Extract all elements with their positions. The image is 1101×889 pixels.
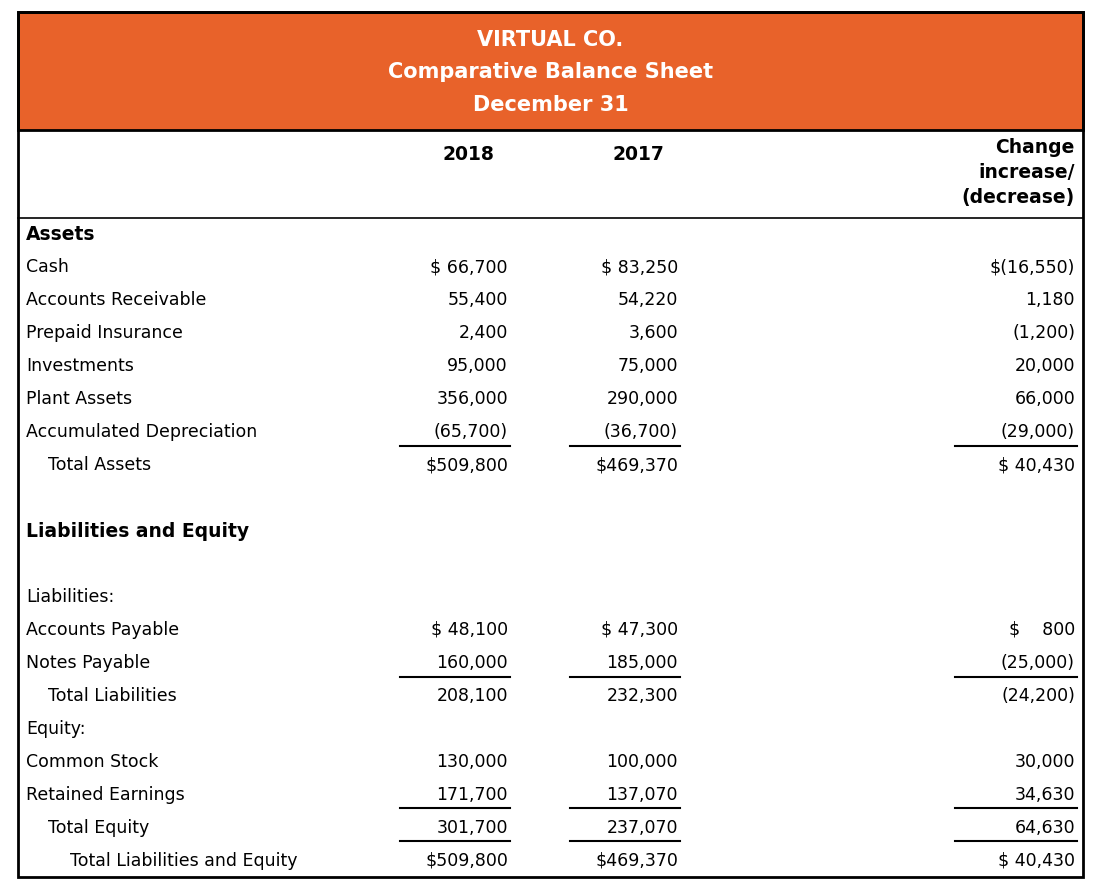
Text: $ 48,100: $ 48,100 bbox=[430, 621, 508, 639]
Text: Total Liabilities: Total Liabilities bbox=[48, 687, 177, 705]
Text: 1,180: 1,180 bbox=[1025, 292, 1075, 309]
Text: 232,300: 232,300 bbox=[607, 687, 678, 705]
Text: $509,800: $509,800 bbox=[425, 852, 508, 869]
Text: Assets: Assets bbox=[26, 225, 96, 244]
Text: $509,800: $509,800 bbox=[425, 456, 508, 474]
Text: (24,200): (24,200) bbox=[1001, 687, 1075, 705]
Text: Cash: Cash bbox=[26, 259, 69, 276]
Text: Plant Assets: Plant Assets bbox=[26, 390, 132, 408]
Text: $ 40,430: $ 40,430 bbox=[998, 852, 1075, 869]
Text: Comparative Balance Sheet: Comparative Balance Sheet bbox=[388, 62, 713, 82]
Text: 290,000: 290,000 bbox=[607, 390, 678, 408]
Text: $    800: $ 800 bbox=[1009, 621, 1075, 639]
Text: 2,400: 2,400 bbox=[459, 324, 508, 342]
Text: $ 40,430: $ 40,430 bbox=[998, 456, 1075, 474]
Text: 185,000: 185,000 bbox=[607, 653, 678, 672]
Text: 160,000: 160,000 bbox=[436, 653, 508, 672]
Text: 54,220: 54,220 bbox=[618, 292, 678, 309]
Text: Total Equity: Total Equity bbox=[48, 819, 150, 837]
Text: (25,000): (25,000) bbox=[1001, 653, 1075, 672]
Text: $ 47,300: $ 47,300 bbox=[601, 621, 678, 639]
Text: 20,000: 20,000 bbox=[1014, 357, 1075, 375]
Text: 301,700: 301,700 bbox=[436, 819, 508, 837]
Text: $469,370: $469,370 bbox=[596, 456, 678, 474]
Text: Accounts Payable: Accounts Payable bbox=[26, 621, 179, 639]
Text: $ 66,700: $ 66,700 bbox=[430, 259, 508, 276]
Text: 237,070: 237,070 bbox=[607, 819, 678, 837]
Text: $(16,550): $(16,550) bbox=[990, 259, 1075, 276]
Text: Change
increase/
(decrease): Change increase/ (decrease) bbox=[962, 138, 1075, 207]
Text: Accounts Receivable: Accounts Receivable bbox=[26, 292, 206, 309]
Text: $ 83,250: $ 83,250 bbox=[601, 259, 678, 276]
Text: Total Assets: Total Assets bbox=[48, 456, 151, 474]
Text: Total Liabilities and Equity: Total Liabilities and Equity bbox=[70, 852, 297, 869]
Text: 55,400: 55,400 bbox=[448, 292, 508, 309]
Text: 208,100: 208,100 bbox=[436, 687, 508, 705]
Text: 137,070: 137,070 bbox=[607, 786, 678, 804]
Text: 30,000: 30,000 bbox=[1014, 753, 1075, 771]
Text: 356,000: 356,000 bbox=[436, 390, 508, 408]
Text: 171,700: 171,700 bbox=[436, 786, 508, 804]
Text: Liabilities and Equity: Liabilities and Equity bbox=[26, 522, 249, 541]
Text: 66,000: 66,000 bbox=[1014, 390, 1075, 408]
Text: Notes Payable: Notes Payable bbox=[26, 653, 150, 672]
Text: Common Stock: Common Stock bbox=[26, 753, 159, 771]
Text: Liabilities:: Liabilities: bbox=[26, 588, 115, 606]
Text: VIRTUAL CO.: VIRTUAL CO. bbox=[478, 30, 623, 50]
Text: Investments: Investments bbox=[26, 357, 134, 375]
Text: 2018: 2018 bbox=[443, 146, 494, 164]
Text: $469,370: $469,370 bbox=[596, 852, 678, 869]
Text: (1,200): (1,200) bbox=[1012, 324, 1075, 342]
Text: Equity:: Equity: bbox=[26, 720, 86, 738]
Text: (36,700): (36,700) bbox=[603, 423, 678, 441]
Text: (65,700): (65,700) bbox=[434, 423, 508, 441]
Text: 3,600: 3,600 bbox=[629, 324, 678, 342]
Text: Accumulated Depreciation: Accumulated Depreciation bbox=[26, 423, 258, 441]
Text: 2017: 2017 bbox=[612, 146, 664, 164]
Text: 95,000: 95,000 bbox=[447, 357, 508, 375]
Text: Prepaid Insurance: Prepaid Insurance bbox=[26, 324, 183, 342]
Text: 130,000: 130,000 bbox=[436, 753, 508, 771]
Text: Retained Earnings: Retained Earnings bbox=[26, 786, 185, 804]
Text: 100,000: 100,000 bbox=[607, 753, 678, 771]
Bar bbox=[18, 12, 1083, 130]
Text: (29,000): (29,000) bbox=[1001, 423, 1075, 441]
Text: 64,630: 64,630 bbox=[1014, 819, 1075, 837]
Text: 34,630: 34,630 bbox=[1014, 786, 1075, 804]
Text: December 31: December 31 bbox=[472, 95, 629, 115]
Text: 75,000: 75,000 bbox=[618, 357, 678, 375]
